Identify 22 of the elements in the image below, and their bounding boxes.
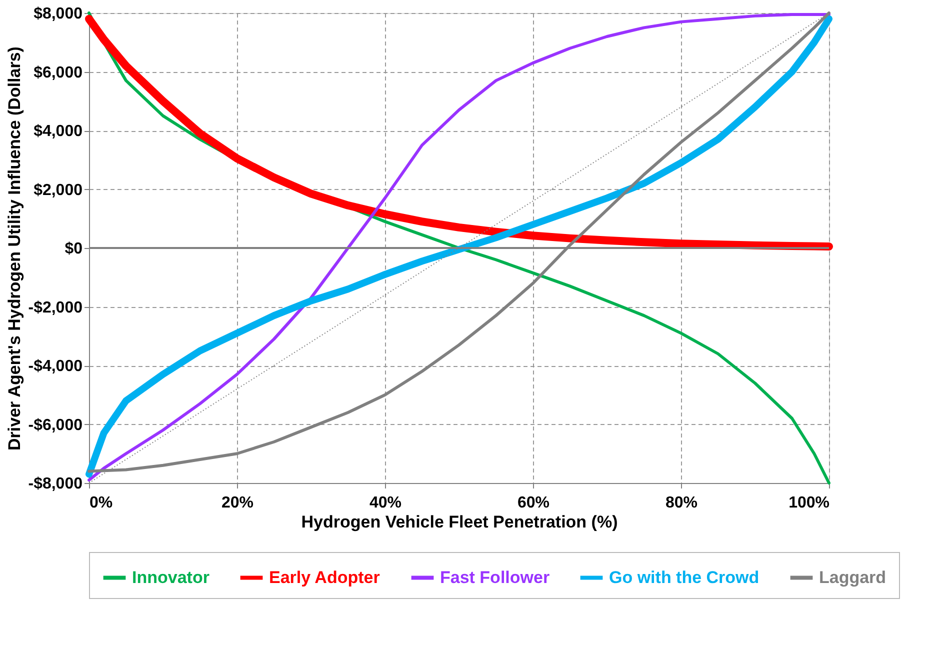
legend-label: Go with the Crowd — [609, 568, 760, 587]
y-tick-label: $0 — [64, 240, 83, 258]
y-tick-label: $4,000 — [34, 123, 83, 140]
x-tick-label: 80% — [665, 494, 698, 512]
y-tick-label: $6,000 — [34, 64, 83, 82]
legend-label: Laggard — [819, 568, 886, 587]
x-tick-label: 0% — [90, 494, 113, 512]
x-tick-label: 20% — [221, 494, 254, 512]
legend-label: Fast Follower — [440, 568, 550, 587]
x-tick-label: 60% — [517, 494, 550, 512]
x-tick-label: 40% — [369, 494, 402, 512]
y-tick-label: -$8,000 — [28, 476, 83, 492]
y-tick-label: -$2,000 — [28, 299, 83, 316]
y-tick-label: $2,000 — [34, 182, 83, 199]
legend-label: Innovator — [132, 568, 210, 587]
y-tick-label: -$6,000 — [28, 416, 83, 434]
y-tick-label: -$4,000 — [28, 358, 83, 375]
y-tick-label: $8,000 — [34, 6, 83, 22]
y-axis-title: Driver Agent's Hydrogen Utility Influence (Dollars) — [5, 46, 24, 450]
x-axis-title: Hydrogen Vehicle Fleet Penetration (%) — [301, 512, 618, 532]
legend-label: Early Adopter — [269, 568, 380, 587]
x-tick-label: 100% — [788, 494, 830, 512]
